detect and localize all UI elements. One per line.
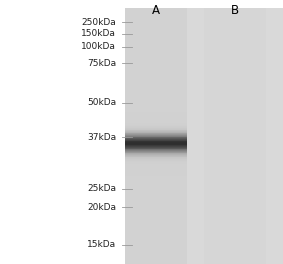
- Bar: [125, 159, 187, 161]
- Bar: [125, 152, 187, 153]
- Bar: [125, 140, 187, 141]
- Bar: [125, 144, 187, 145]
- Bar: [125, 169, 187, 170]
- Text: 15kDa: 15kDa: [87, 241, 116, 249]
- Text: 50kDa: 50kDa: [87, 98, 116, 107]
- Text: B: B: [231, 4, 239, 17]
- Bar: [125, 164, 187, 166]
- Bar: [125, 153, 187, 154]
- Bar: [125, 165, 187, 166]
- Bar: [125, 121, 187, 122]
- Bar: [125, 154, 187, 155]
- Bar: [125, 172, 187, 173]
- Text: 250kDa: 250kDa: [81, 18, 116, 27]
- Bar: [125, 156, 187, 157]
- Bar: [125, 122, 187, 123]
- Bar: [125, 162, 187, 163]
- Bar: [125, 124, 187, 125]
- Bar: [125, 159, 187, 160]
- Bar: [125, 138, 187, 139]
- Bar: [125, 120, 187, 121]
- Bar: [125, 175, 187, 176]
- Bar: [125, 112, 187, 114]
- Bar: [125, 116, 187, 117]
- Bar: [125, 112, 187, 113]
- Bar: [125, 168, 187, 169]
- Bar: [125, 130, 187, 131]
- Bar: [125, 139, 187, 140]
- Bar: [125, 174, 187, 175]
- Bar: [125, 144, 187, 145]
- Bar: [125, 123, 187, 124]
- Bar: [125, 148, 187, 149]
- Bar: [125, 157, 187, 158]
- Bar: [125, 149, 187, 150]
- Bar: [125, 171, 187, 172]
- Bar: [125, 134, 187, 135]
- Bar: [125, 133, 187, 134]
- Bar: [125, 127, 187, 128]
- Bar: [125, 152, 187, 153]
- Bar: [125, 167, 187, 168]
- Bar: [125, 136, 187, 138]
- Bar: [125, 168, 187, 169]
- Bar: [125, 126, 187, 127]
- Bar: [125, 119, 187, 120]
- Bar: [125, 120, 187, 121]
- Text: 20kDa: 20kDa: [87, 203, 116, 212]
- Bar: [125, 129, 187, 130]
- Bar: [125, 133, 187, 134]
- Bar: [125, 172, 187, 173]
- Text: 75kDa: 75kDa: [87, 59, 116, 68]
- Bar: [125, 141, 187, 142]
- Bar: [125, 117, 187, 118]
- Bar: [204, 8, 266, 264]
- Bar: [125, 147, 187, 148]
- Bar: [125, 8, 187, 264]
- Bar: [125, 166, 187, 167]
- Bar: [125, 124, 187, 125]
- Bar: [125, 8, 283, 264]
- Text: A: A: [152, 4, 160, 17]
- Bar: [125, 161, 187, 162]
- Bar: [125, 113, 187, 114]
- Bar: [125, 125, 187, 126]
- Bar: [125, 148, 187, 149]
- Bar: [125, 142, 187, 143]
- Bar: [125, 136, 187, 137]
- Bar: [125, 115, 187, 116]
- Bar: [125, 170, 187, 171]
- Bar: [125, 146, 187, 147]
- Bar: [125, 128, 187, 129]
- Bar: [125, 158, 187, 159]
- Bar: [125, 137, 187, 138]
- Bar: [125, 135, 187, 136]
- Bar: [125, 140, 187, 142]
- Bar: [125, 155, 187, 156]
- Bar: [125, 131, 187, 132]
- Bar: [125, 164, 187, 165]
- Bar: [125, 151, 187, 152]
- Bar: [125, 155, 187, 157]
- Bar: [125, 161, 187, 162]
- Bar: [125, 143, 187, 144]
- Bar: [125, 163, 187, 164]
- Bar: [125, 129, 187, 130]
- Bar: [125, 145, 187, 146]
- Bar: [125, 150, 187, 151]
- Bar: [125, 132, 187, 133]
- Text: 37kDa: 37kDa: [87, 133, 116, 142]
- Text: 100kDa: 100kDa: [81, 43, 116, 51]
- Bar: [125, 173, 187, 174]
- Text: 150kDa: 150kDa: [81, 29, 116, 38]
- Bar: [125, 116, 187, 117]
- Bar: [125, 118, 187, 119]
- Text: 25kDa: 25kDa: [87, 184, 116, 193]
- Bar: [125, 114, 187, 115]
